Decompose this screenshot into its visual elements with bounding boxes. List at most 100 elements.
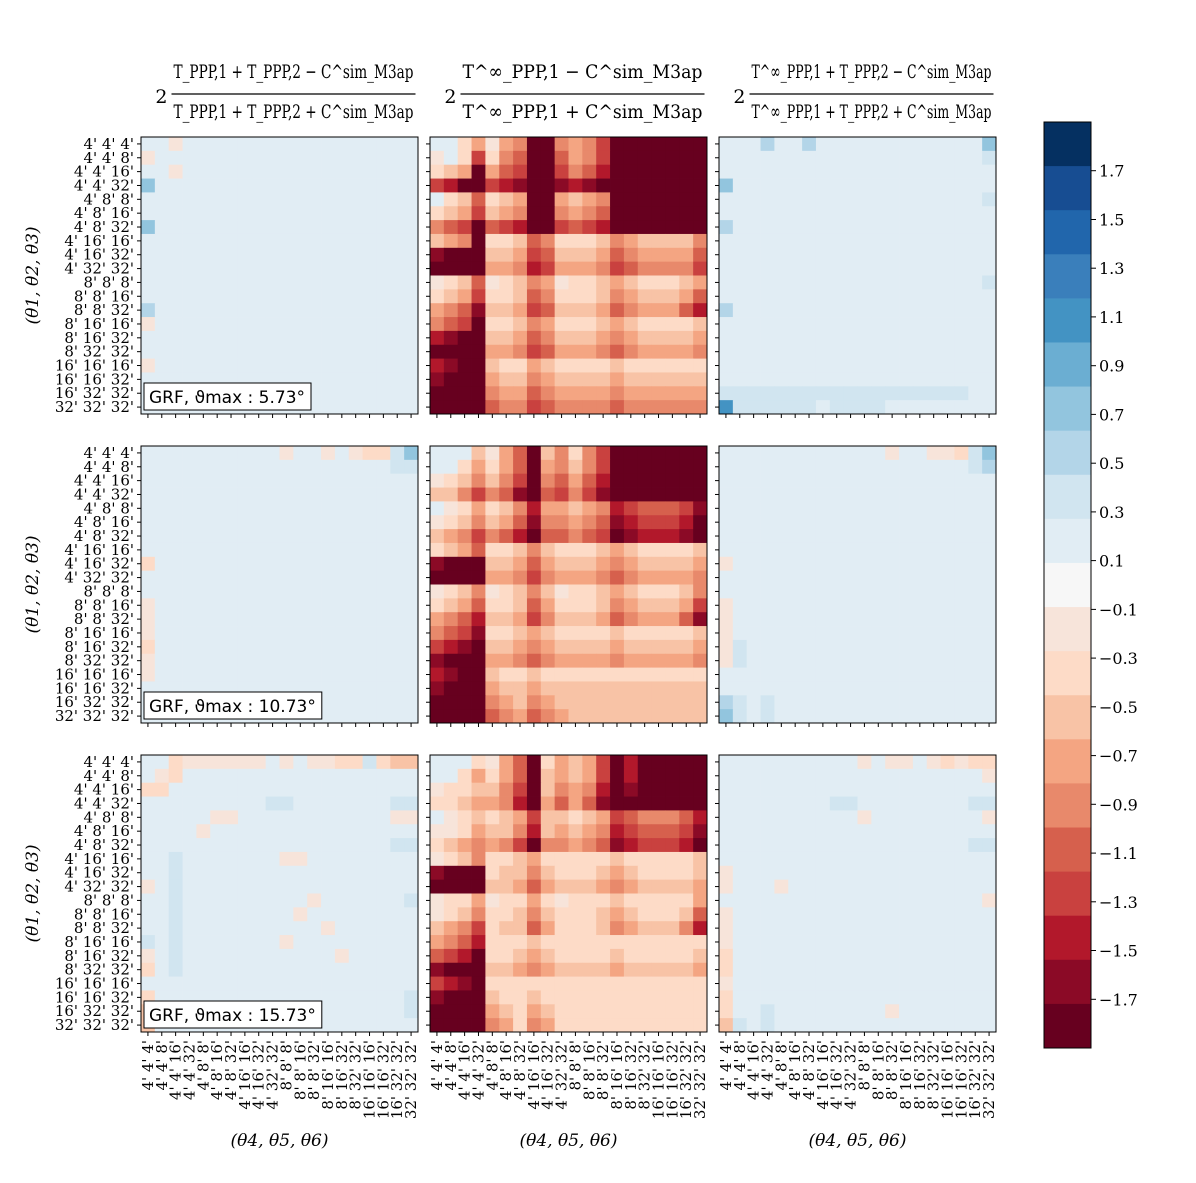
heatmap-cell (857, 233, 872, 249)
heatmap-cell (982, 542, 997, 558)
heatmap-cell (732, 962, 748, 977)
heatmap-cell (390, 921, 405, 936)
heatmap-cell (637, 164, 652, 179)
heatmap-cell (390, 824, 405, 839)
heatmap-cell (154, 247, 170, 263)
heatmap-cell (362, 487, 377, 502)
heatmap-cell (321, 990, 336, 1005)
heatmap-cell (940, 976, 955, 991)
heatmap-cell (499, 386, 514, 401)
heatmap-cell (443, 810, 459, 825)
heatmap-cell (610, 755, 625, 770)
heatmap-cell (168, 976, 183, 991)
heatmap-cell (843, 459, 858, 475)
heatmap-cell (940, 755, 955, 770)
colorbar-segment (1044, 298, 1091, 343)
heatmap-cell (732, 653, 748, 668)
heatmap-cell (774, 653, 789, 668)
heatmap-cell (321, 838, 336, 853)
heatmap-cell (182, 220, 197, 235)
heatmap-cell (760, 344, 775, 359)
heatmap-cell (732, 667, 748, 682)
heatmap-cell (362, 317, 377, 332)
heatmap-cell (954, 893, 969, 908)
heatmap-cell (885, 570, 900, 585)
heatmap-cell (912, 501, 928, 516)
heatmap-cell (237, 137, 253, 152)
heatmap-cell (168, 921, 183, 936)
heatmap-cell (788, 137, 803, 152)
heatmap-cell (582, 330, 597, 346)
heatmap-cell (954, 372, 969, 387)
heatmap-cell (430, 695, 445, 710)
heatmap-cell (665, 865, 680, 881)
heatmap-cell (760, 137, 775, 152)
heatmap-cell (857, 330, 872, 346)
heatmap-cell (443, 1004, 459, 1019)
heatmap-cell (554, 542, 569, 558)
heatmap-cell (376, 275, 391, 290)
heatmap-cell (679, 709, 694, 724)
x-tick-label: 4' 16' 16' (525, 1040, 543, 1110)
heatmap-cell (404, 810, 419, 825)
heatmap-cell (665, 921, 680, 936)
heatmap-cell (802, 1018, 817, 1033)
heatmap-cell (954, 220, 969, 235)
heatmap-cell (982, 344, 997, 359)
heatmap-cell (457, 275, 472, 290)
heatmap-cell (457, 612, 472, 627)
panel-frame (140, 445, 419, 724)
heatmap-cell (788, 1004, 803, 1019)
heatmap-cell (154, 768, 170, 784)
heatmap-cell (982, 935, 997, 950)
y-tick-label: 8' 8' 16' (74, 596, 134, 614)
heatmap-cell (623, 529, 639, 544)
heatmap-cell (237, 796, 253, 811)
heatmap-cell (815, 653, 831, 668)
heatmap-cell (430, 386, 445, 401)
heatmap-cell (141, 178, 156, 193)
heatmap-cell (665, 206, 680, 221)
heatmap-cell (829, 220, 845, 235)
heatmap-cell (540, 838, 556, 853)
colorbar-tick-label: 1.5 (1099, 211, 1124, 230)
heatmap-cell (499, 446, 514, 461)
heatmap-cell (679, 275, 694, 290)
heatmap-cell (732, 459, 748, 475)
heatmap-cell (732, 907, 748, 922)
heatmap-cell (885, 865, 900, 881)
heatmap-cell (665, 639, 680, 655)
heatmap-cell (526, 556, 542, 572)
heatmap-cell (940, 768, 955, 784)
heatmap-cell (554, 695, 569, 710)
x-tick-label: 32' 32' 32' (691, 1040, 709, 1119)
heatmap-cell (610, 584, 625, 599)
heatmap-cell (457, 935, 472, 950)
heatmap-cell (857, 824, 872, 839)
heatmap-cell (141, 584, 156, 599)
heatmap-cell (940, 695, 955, 710)
heatmap-cell (746, 400, 761, 415)
heatmap-cell (168, 330, 183, 346)
heatmap-cell (857, 317, 872, 332)
heatmap-cell (307, 976, 322, 991)
heatmap-cell (362, 667, 377, 682)
heatmap-cell (182, 137, 197, 152)
heatmap-cell (760, 639, 775, 655)
heatmap-cell (334, 768, 350, 784)
heatmap-cell (237, 330, 253, 346)
heatmap-cell (390, 796, 405, 811)
heatmap-cell (815, 935, 831, 950)
heatmap-cell (554, 768, 569, 784)
heatmap-cell (582, 192, 597, 207)
heatmap-cell (210, 487, 225, 502)
heatmap-cell (196, 164, 211, 179)
heatmap-cell (362, 247, 377, 263)
heatmap-cell (568, 796, 583, 811)
heatmap-cell (637, 948, 652, 964)
heatmap-cell (623, 330, 639, 346)
heatmap-cell (251, 178, 267, 193)
heatmap-cell (376, 893, 391, 908)
heatmap-cell (623, 400, 639, 415)
heatmap-cell (513, 330, 528, 346)
